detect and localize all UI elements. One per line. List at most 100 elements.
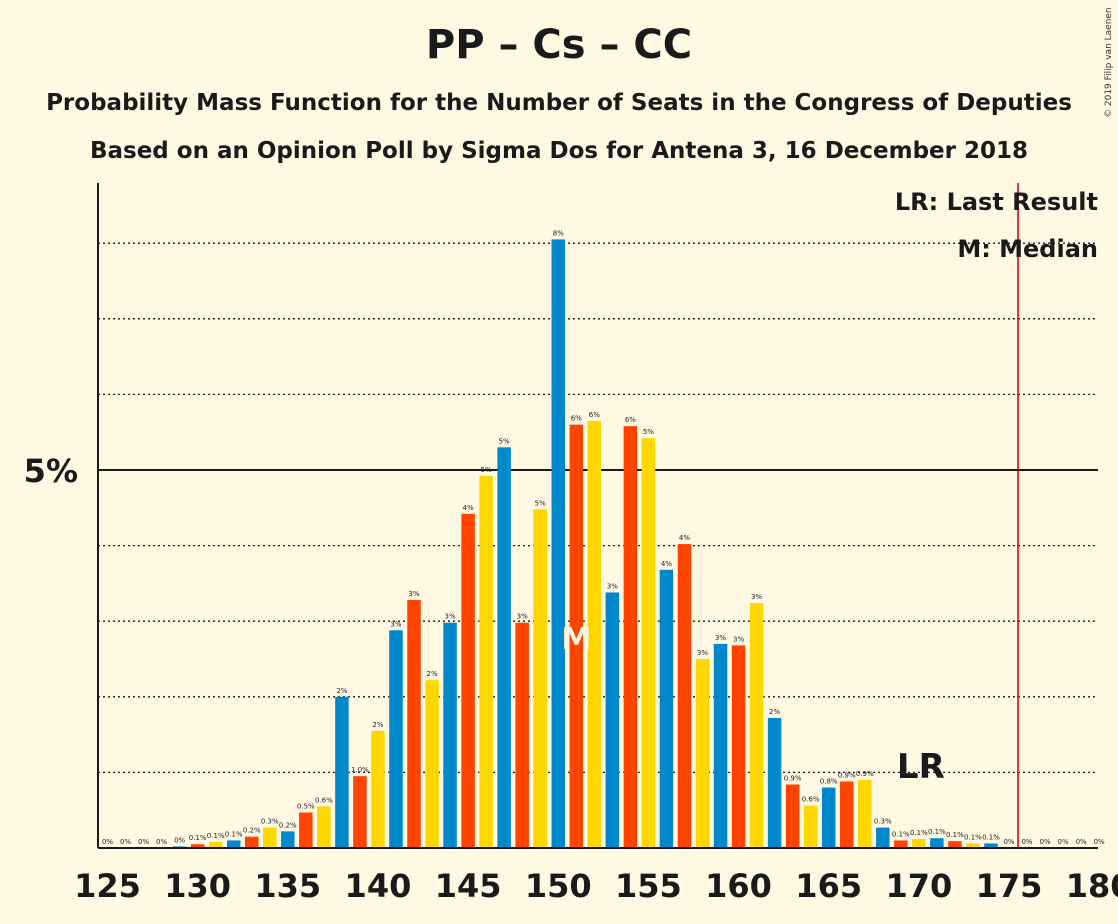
- bar-label: 0%: [138, 838, 149, 846]
- median-marker: M: [561, 622, 591, 657]
- x-tick-label: 165: [795, 867, 862, 905]
- bar: [569, 424, 584, 848]
- bar-label: 0.1%: [946, 831, 964, 839]
- bar: [479, 476, 493, 848]
- bar-label: 0.3%: [874, 818, 892, 826]
- bar-label: 0%: [1003, 838, 1014, 846]
- bar: [785, 784, 800, 848]
- last-result-marker: LR: [897, 747, 945, 787]
- x-tick-label: 140: [345, 867, 412, 905]
- bar-label: 2%: [336, 687, 347, 695]
- bar: [659, 569, 674, 848]
- bar: [335, 696, 349, 848]
- bar-label: 3%: [697, 649, 708, 657]
- x-tick-label: 150: [525, 867, 592, 905]
- bar: [190, 844, 205, 848]
- bar-label: 0.3%: [261, 818, 279, 826]
- bar: [948, 841, 962, 848]
- bar-label: 3%: [607, 582, 618, 590]
- bar: [605, 592, 620, 848]
- bar: [533, 509, 547, 848]
- bar-label: 6%: [625, 416, 636, 424]
- bar: [858, 779, 872, 848]
- bar-label: 3%: [408, 590, 419, 598]
- x-tick-label: 135: [254, 867, 321, 905]
- bar: [966, 843, 980, 848]
- bar-label: 2%: [426, 670, 437, 678]
- x-tick-label: 130: [164, 867, 231, 905]
- bar-label: 6%: [589, 411, 600, 419]
- bar: [353, 776, 367, 848]
- bar: [839, 781, 854, 848]
- bar-label: 0.6%: [802, 796, 820, 804]
- bar: [876, 827, 890, 848]
- bar: [623, 426, 638, 848]
- bar-label: 0.1%: [928, 828, 946, 836]
- bar: [515, 622, 529, 848]
- bar: [984, 843, 998, 848]
- bar-label: 8%: [553, 229, 564, 237]
- bar-label: 0.1%: [910, 829, 928, 837]
- bar: [407, 600, 421, 848]
- bar: [317, 806, 331, 848]
- bar-label: 4%: [463, 504, 474, 512]
- x-tick-label: 145: [435, 867, 502, 905]
- bar-label: 0.1%: [964, 833, 982, 841]
- bar-label: 0.2%: [279, 821, 297, 829]
- bar: [263, 827, 277, 848]
- bar: [821, 787, 836, 848]
- x-tick-label: 160: [705, 867, 772, 905]
- bar-label: 0%: [1021, 838, 1032, 846]
- bar-label: 5%: [499, 437, 510, 445]
- bar: [749, 603, 764, 848]
- bar-label: 0.9%: [856, 770, 874, 778]
- bar-label: 5%: [643, 428, 654, 436]
- x-tick-labels: 125 130 135 140 145 150 155 160 165 170 175 180: [74, 867, 1118, 905]
- bar-label: 0.8%: [820, 778, 838, 786]
- bar-label: 0.9%: [784, 774, 802, 782]
- bar-label: 3%: [517, 613, 528, 621]
- x-tick-label: 170: [885, 867, 952, 905]
- bar-label: 1.0%: [351, 766, 369, 774]
- bar: [713, 643, 728, 848]
- bar: [641, 438, 656, 848]
- chart-title: PP – Cs – CC: [425, 22, 693, 68]
- bar: [551, 239, 565, 849]
- chart-subtitle-source: Based on an Opinion Poll by Sigma Dos fo…: [89, 138, 1029, 164]
- bar-label: 3%: [390, 620, 401, 628]
- bar-label: 0.2%: [243, 827, 261, 835]
- x-tick-label: 155: [615, 867, 682, 905]
- bar: [244, 836, 259, 848]
- x-tick-label: 175: [976, 867, 1043, 905]
- bar-label: 0.1%: [225, 830, 243, 838]
- bar-label: 0%: [120, 838, 131, 846]
- bar: [281, 831, 295, 848]
- bar-label: 0.5%: [297, 802, 315, 810]
- bar-label: 0%: [1094, 838, 1105, 846]
- bar-label: 3%: [445, 613, 456, 621]
- bar-label: 0%: [1058, 838, 1069, 846]
- y-tick-labels: 5%: [24, 452, 78, 490]
- bar: [695, 659, 710, 848]
- bars: [172, 239, 998, 849]
- bar: [677, 544, 692, 848]
- bar-label: 3%: [751, 593, 762, 601]
- bar: [731, 645, 746, 848]
- bar-label: 4%: [661, 560, 672, 568]
- bar: [443, 622, 457, 848]
- bar: [208, 841, 223, 848]
- y-tick-label: 5%: [24, 452, 78, 490]
- bar-label: 0.9%: [838, 771, 856, 779]
- bar-label: 0.1%: [982, 833, 1000, 841]
- bar-label: 0%: [174, 836, 185, 844]
- bar-label: 3%: [733, 635, 744, 643]
- x-tick-label: 125: [74, 867, 141, 905]
- bar-label: 0%: [1076, 838, 1087, 846]
- legend-median: M: Median: [957, 235, 1098, 263]
- bar-label: 0.6%: [315, 796, 333, 804]
- x-tick-label: 180: [1066, 867, 1118, 905]
- bar-label: 5%: [481, 466, 492, 474]
- bar-labels: 0% 0% 0% 0% 0% 0.1% 0.1% 0.1% 0.2%0.3% 0.2%0.5%0.…: [102, 229, 1105, 846]
- bar: [425, 680, 439, 848]
